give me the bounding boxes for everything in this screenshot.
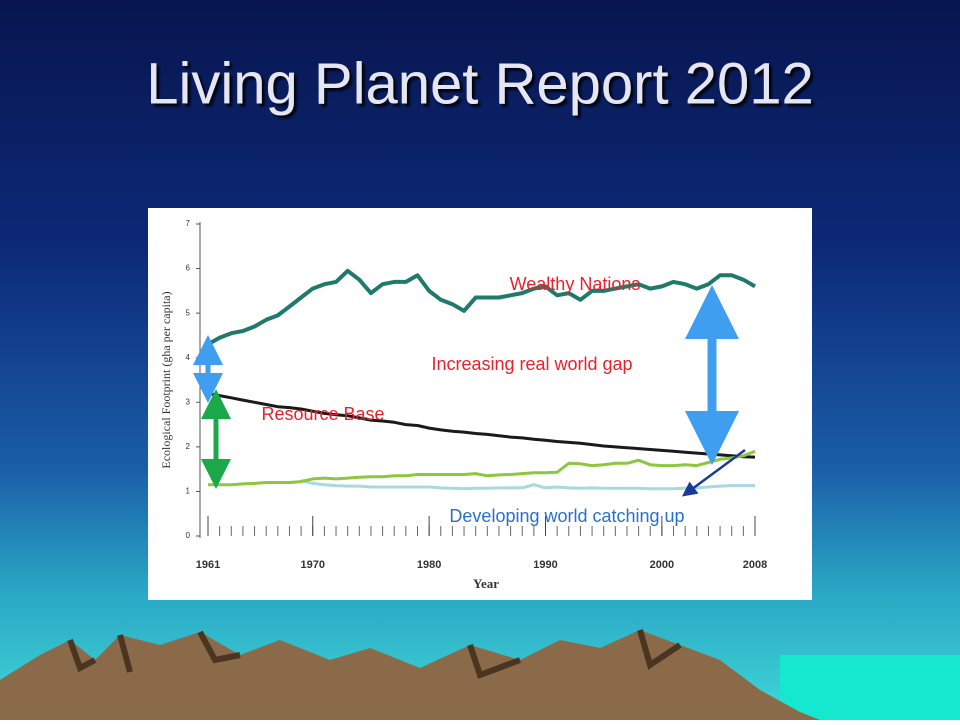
y-axis-label: Ecological Footprint (gha per capita) <box>159 291 173 468</box>
series-line <box>207 268 757 347</box>
x-tick-label: 1980 <box>417 559 441 571</box>
mountain-shade <box>67 629 682 679</box>
y-tick-label: 4 <box>186 353 191 362</box>
annotation: Resource Base <box>261 404 384 424</box>
y-tick-label: 1 <box>186 487 191 496</box>
y-tick-label: 2 <box>186 442 191 451</box>
x-tick-label: 1970 <box>301 559 325 571</box>
x-tick-label: 1990 <box>533 559 557 571</box>
y-tick-label: 7 <box>186 219 191 228</box>
annotation: Developing world catching up <box>449 506 684 526</box>
x-axis-label: Year <box>473 576 499 591</box>
series-line <box>300 478 755 491</box>
y-tick-label: 5 <box>186 308 191 317</box>
y-tick-label: 0 <box>186 531 191 540</box>
x-tick-label: 2008 <box>743 559 767 571</box>
series-line <box>208 449 756 487</box>
annotation: Wealthy Nations <box>510 274 641 294</box>
x-tick-label: 1961 <box>196 559 220 571</box>
annotation: Increasing real world gap <box>431 354 632 374</box>
series-line <box>207 391 756 459</box>
slide-title: Living Planet Report 2012 <box>146 51 813 116</box>
x-tick-label: 2000 <box>650 559 674 571</box>
mountains <box>0 630 820 720</box>
y-tick-label: 3 <box>186 397 191 406</box>
catching-up-arrow <box>681 448 746 497</box>
sea <box>780 655 960 720</box>
y-tick-label: 6 <box>186 264 191 273</box>
